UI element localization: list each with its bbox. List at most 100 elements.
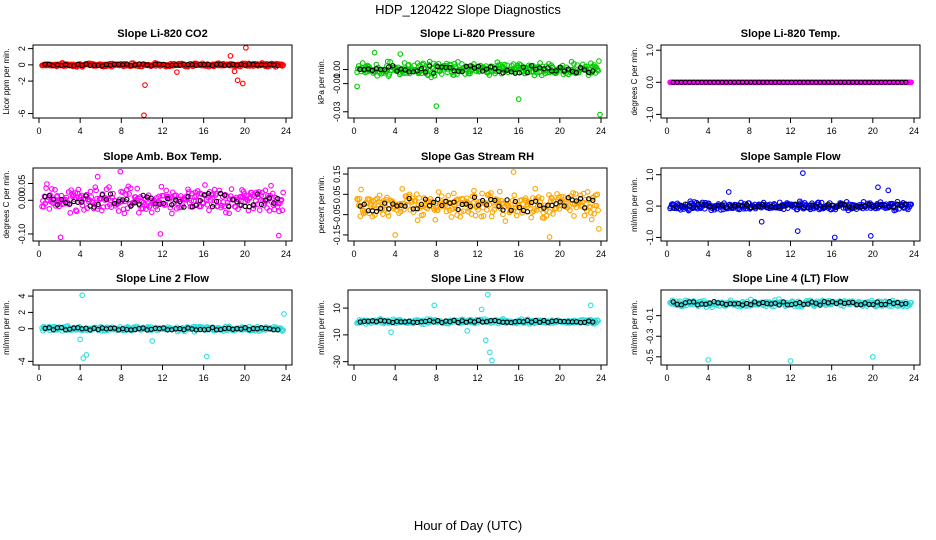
reference-point [242,325,248,331]
x-tick-label: 24 [281,373,291,383]
x-tick-label: 0 [664,126,669,136]
data-point [463,198,469,205]
reference-point [422,196,429,202]
y-tick-label: 0.05 [17,175,27,193]
reference-point [463,201,469,207]
reference-point [193,202,199,208]
x-tick-label: 20 [240,373,250,383]
data-point [209,195,216,201]
y-tick-label: -6 [17,110,27,118]
panel-1: Slope Li-820 CO2 0 4 8 12 16 20 24 -6 -2 0 2 Licor p… [2,28,293,136]
data-point [367,196,373,203]
reference-point [524,209,531,215]
x-tick-label: 12 [472,126,482,136]
data-point [420,211,427,218]
outlier-point [489,357,495,364]
reference-point [54,202,61,208]
x-tick-label: 12 [157,249,167,259]
outlier-point [597,111,603,118]
panel-6: Slope Sample Flow 0 4 8 12 16 20 24 -1.0 0.0 1.0 ml… [630,151,921,259]
reference-point [870,301,876,308]
outlier-point [758,218,765,225]
reference-point [58,196,65,203]
data-point [594,191,601,198]
data-point [486,201,493,208]
data-point [158,183,165,190]
reference-point [95,201,101,208]
reference-point [903,201,909,207]
reference-point [670,299,676,305]
panel-title: Slope Li-820 CO2 [117,28,207,40]
outlier-point [484,291,491,298]
reference-point [181,204,187,210]
reference-point [226,204,232,210]
reference-point [565,195,571,201]
reference-point [386,206,392,212]
outlier-point [596,58,602,64]
outlier-point [371,49,378,56]
reference-point [197,198,203,204]
data-point [280,189,286,196]
y-tick-label: 0.15 [332,165,342,183]
reference-point [422,69,429,75]
reference-point [581,67,588,73]
data-point [227,196,233,202]
reference-point [829,202,835,208]
reference-point [813,300,819,306]
data-point [500,211,506,218]
x-tick-label: 20 [868,249,878,259]
x-tick-label: 24 [596,126,606,136]
data-point [121,210,128,217]
reference-point [776,302,782,308]
outlier-point [157,231,164,237]
outlier-point [510,169,517,175]
reference-point [234,199,240,205]
data-point [588,210,594,216]
x-tick-label: 8 [119,373,124,383]
data-point [412,197,418,204]
data-point [432,216,439,223]
data-point [202,182,208,188]
reference-point [752,299,758,305]
reference-point [439,202,445,209]
data-point [276,208,282,215]
data-points [39,292,287,361]
reference-point [107,191,114,197]
reference-point [475,202,482,208]
reference-point [748,301,754,308]
data-point [505,202,512,209]
data-point [522,195,529,202]
outlier-point [117,168,124,175]
data-point [571,61,577,67]
data-point [223,209,229,216]
data-point [484,207,490,213]
reference-point [79,199,85,205]
data-point [135,209,142,216]
x-tick-label: 4 [393,373,398,383]
reference-point [451,199,457,205]
data-point [478,213,485,220]
reference-point [492,197,498,204]
data-point [535,194,542,200]
reference-point [528,63,535,69]
x-tick-label: 16 [514,126,524,136]
y-tick-label: 0.0 [645,76,655,89]
x-tick-label: 0 [351,249,356,259]
reference-point [369,67,376,74]
x-tick-label: 4 [393,249,398,259]
data-point [435,60,442,67]
data-point [269,190,276,197]
reference-point [373,208,380,215]
data-point [472,212,479,219]
reference-point [541,205,547,211]
x-tick-label: 0 [36,373,41,383]
reference-point [205,326,212,332]
y-tick-label: 2 [17,46,27,51]
reference-point [435,196,441,202]
outlier-point [831,234,838,241]
reference-point [467,203,474,210]
reference-point [577,64,584,71]
data-points [354,169,602,240]
x-tick-label: 12 [785,126,795,136]
reference-point [377,205,384,212]
